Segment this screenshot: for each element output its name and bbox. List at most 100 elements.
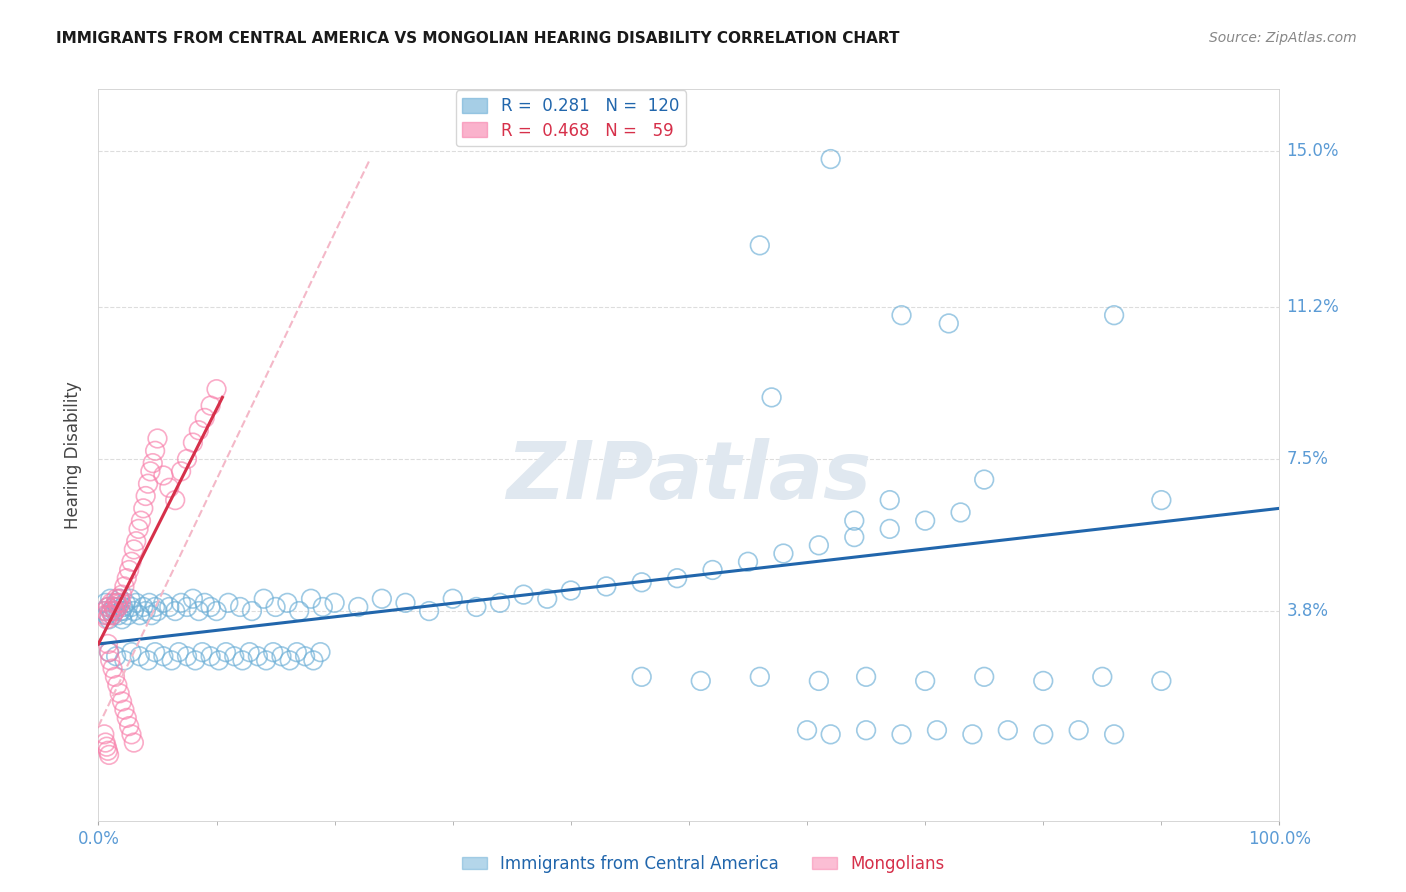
Point: [142, 456, 165, 470]
Point: [122, 542, 145, 557]
Point: [229, 599, 252, 614]
Point: [176, 599, 198, 614]
Point: [925, 723, 948, 738]
Point: [938, 317, 960, 331]
Point: [115, 711, 138, 725]
Point: [138, 596, 160, 610]
Point: [94, 604, 117, 618]
Point: [217, 596, 239, 610]
Point: [1150, 673, 1173, 688]
Point: [136, 476, 159, 491]
Point: [689, 673, 711, 688]
Point: [224, 649, 246, 664]
Point: [111, 588, 134, 602]
Point: [108, 591, 131, 606]
Text: IMMIGRANTS FROM CENTRAL AMERICA VS MONGOLIAN HEARING DISABILITY CORRELATION CHAR: IMMIGRANTS FROM CENTRAL AMERICA VS MONGO…: [56, 31, 900, 46]
Point: [103, 599, 125, 614]
Text: 3.8%: 3.8%: [1286, 602, 1329, 620]
Point: [108, 686, 131, 700]
Point: [121, 645, 143, 659]
Text: 7.5%: 7.5%: [1286, 450, 1329, 468]
Point: [973, 670, 995, 684]
Point: [98, 747, 121, 762]
Point: [323, 596, 346, 610]
Point: [1102, 308, 1125, 322]
Point: [94, 596, 117, 610]
Point: [103, 599, 125, 614]
Point: [630, 670, 652, 684]
Point: [1150, 493, 1173, 508]
Point: [347, 599, 370, 614]
Point: [96, 608, 118, 623]
Point: [285, 645, 308, 659]
Point: [262, 645, 284, 659]
Point: [112, 703, 135, 717]
Point: [98, 612, 121, 626]
Point: [143, 599, 166, 614]
Point: [115, 571, 138, 585]
Point: [132, 501, 155, 516]
Point: [184, 653, 207, 667]
Point: [312, 599, 335, 614]
Point: [890, 727, 912, 741]
Point: [93, 727, 115, 741]
Point: [441, 591, 464, 606]
Point: [890, 308, 912, 322]
Point: [104, 670, 127, 684]
Text: Source: ZipAtlas.com: Source: ZipAtlas.com: [1209, 31, 1357, 45]
Point: [949, 505, 972, 519]
Point: [136, 653, 159, 667]
Point: [807, 538, 830, 552]
Point: [122, 735, 145, 749]
Point: [157, 481, 180, 495]
Point: [536, 591, 558, 606]
Point: [120, 591, 142, 606]
Point: [879, 493, 901, 508]
Point: [299, 591, 322, 606]
Point: [141, 608, 163, 623]
Point: [143, 443, 166, 458]
Point: [560, 583, 582, 598]
Point: [100, 604, 122, 618]
Point: [152, 649, 174, 664]
Point: [128, 522, 150, 536]
Point: [246, 649, 269, 664]
Point: [112, 653, 135, 667]
Point: [595, 579, 617, 593]
Text: 15.0%: 15.0%: [1286, 142, 1339, 160]
Point: [302, 653, 325, 667]
Point: [96, 739, 118, 754]
Point: [194, 596, 217, 610]
Point: [165, 493, 187, 508]
Point: [93, 608, 115, 623]
Point: [205, 382, 228, 396]
Point: [187, 604, 209, 618]
Text: ZIPatlas: ZIPatlas: [506, 438, 872, 516]
Point: [176, 649, 198, 664]
Point: [97, 599, 120, 614]
Point: [94, 735, 117, 749]
Point: [97, 599, 120, 614]
Point: [132, 599, 155, 614]
Point: [294, 649, 316, 664]
Point: [98, 604, 121, 618]
Point: [105, 591, 128, 606]
Point: [1032, 727, 1054, 741]
Point: [143, 645, 166, 659]
Point: [97, 637, 120, 651]
Point: [181, 591, 204, 606]
Point: [1091, 670, 1114, 684]
Point: [191, 645, 214, 659]
Point: [167, 645, 190, 659]
Point: [270, 649, 292, 664]
Point: [146, 604, 169, 618]
Point: [111, 694, 134, 708]
Point: [1067, 723, 1090, 738]
Point: [666, 571, 689, 585]
Point: [93, 604, 115, 618]
Point: [105, 596, 128, 610]
Point: [855, 670, 877, 684]
Point: [117, 608, 139, 623]
Point: [108, 591, 131, 606]
Point: [997, 723, 1019, 738]
